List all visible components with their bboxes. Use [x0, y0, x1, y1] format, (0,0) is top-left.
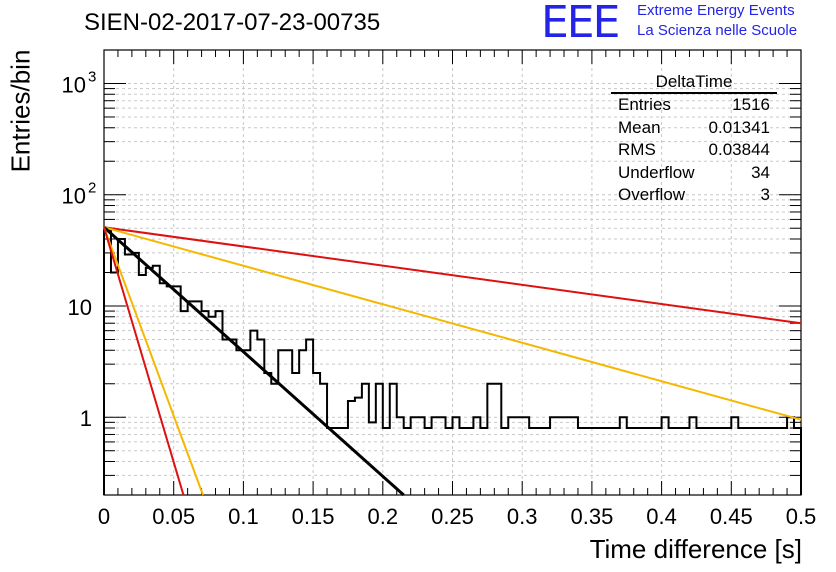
- stats-box: DeltaTime Entries 1516 Mean 0.01341 RMS …: [611, 72, 777, 207]
- stats-row-entries: Entries 1516: [611, 94, 777, 117]
- fit-line-orange: [103, 226, 802, 421]
- stats-row-underflow: Underflow 34: [611, 162, 777, 185]
- stats-row-overflow: Overflow 3: [611, 184, 777, 207]
- fit-line-orange: [103, 226, 204, 496]
- x-tick-label: 0.1: [228, 504, 259, 529]
- stats-value: 34: [751, 162, 770, 182]
- histogram-steps: [103, 229, 802, 495]
- x-tick-label: 0.35: [570, 504, 613, 529]
- stats-row-mean: Mean 0.01341: [611, 117, 777, 140]
- stats-label: Underflow: [618, 162, 695, 182]
- x-tick-label: 0.4: [646, 504, 677, 529]
- stats-value: 3: [760, 185, 770, 204]
- logo-caption-line2: La Scienza nelle Scuole: [637, 22, 798, 39]
- x-tick-label: 0.2: [368, 504, 399, 529]
- x-tick-label: 0.5: [786, 504, 817, 529]
- x-tick-label: 0: [98, 504, 110, 529]
- y-tick-label: 10: [62, 72, 86, 97]
- y-tick-label: 10: [68, 295, 92, 320]
- stats-value: 0.03844: [708, 140, 770, 159]
- stats-value: 1516: [732, 95, 770, 114]
- stats-label: Entries: [618, 95, 671, 114]
- stats-title: DeltaTime: [611, 72, 777, 94]
- y-tick-label: 10: [62, 184, 86, 209]
- x-tick-label: 0.05: [152, 504, 195, 529]
- stats-label: Mean: [618, 117, 661, 137]
- stats-label: RMS: [618, 140, 656, 159]
- fit-line-black: [103, 226, 405, 497]
- y-tick-label: 1: [80, 406, 92, 431]
- run-title: SIEN-02-2017-07-23-00735: [84, 9, 381, 36]
- x-axis-label: Time difference [s]: [589, 534, 802, 564]
- fit-line-red: [103, 226, 185, 496]
- logo-caption-line1: Extreme Energy Events: [637, 2, 795, 19]
- stats-value: 0.01341: [708, 117, 770, 137]
- y-tick-exponent: 3: [88, 68, 96, 85]
- x-tick-label: 0.25: [431, 504, 474, 529]
- x-tick-label: 0.3: [507, 504, 538, 529]
- y-tick-exponent: 2: [88, 180, 96, 197]
- x-tick-label: 0.45: [710, 504, 753, 529]
- eee-logo: EEE: [541, 0, 620, 48]
- stats-label: Overflow: [618, 185, 686, 204]
- fit-line-red: [103, 226, 802, 325]
- x-tick-label: 0.15: [292, 504, 335, 529]
- y-axis-label: Entries/bin: [5, 49, 36, 173]
- stats-row-rms: RMS 0.03844: [611, 139, 777, 162]
